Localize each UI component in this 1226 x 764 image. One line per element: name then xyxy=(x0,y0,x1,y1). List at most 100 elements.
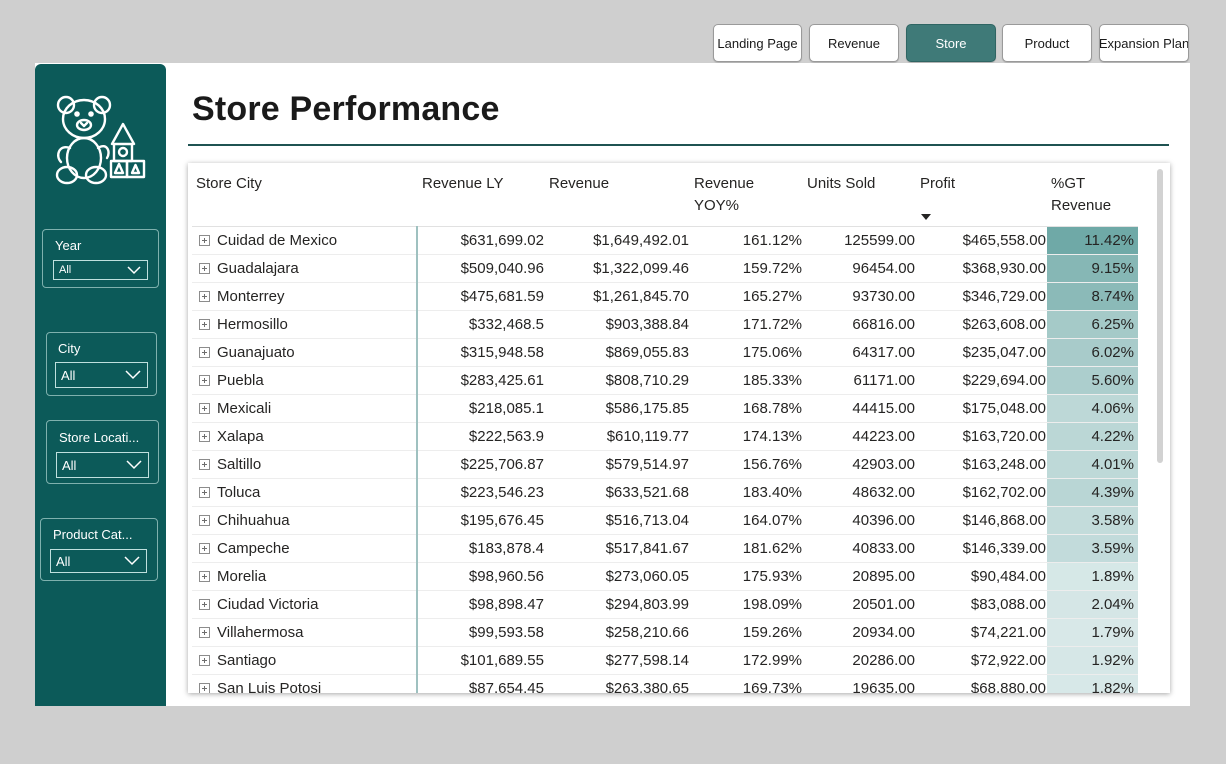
cell-gt: 4.22% xyxy=(1047,423,1138,450)
table-row[interactable]: Mexicali $218,085.1 $586,175.85 168.78% 4441… xyxy=(192,395,1138,423)
product-category-dropdown[interactable]: All xyxy=(50,549,147,573)
table-row[interactable]: Chihuahua $195,676.45 $516,713.04 164.07% 40… xyxy=(192,507,1138,535)
column-header-revenue-ly[interactable]: Revenue LY xyxy=(422,173,503,195)
cell-gt: 6.02% xyxy=(1047,339,1138,366)
expand-plus-icon[interactable] xyxy=(199,375,210,386)
cell-city: Campeche xyxy=(217,535,290,562)
table-row[interactable]: Monterrey $475,681.59 $1,261,845.70 165.27%… xyxy=(192,283,1138,311)
column-header-revenue[interactable]: Revenue xyxy=(549,173,609,195)
year-dropdown[interactable]: All xyxy=(53,260,148,280)
cell-gt: 1.92% xyxy=(1047,647,1138,674)
expand-plus-icon[interactable] xyxy=(199,263,210,274)
cell-revenue: $258,210.66 xyxy=(606,619,689,646)
cell-city: San Luis Potosi xyxy=(217,675,321,693)
cell-revenue-ly: $315,948.58 xyxy=(461,339,544,366)
cell-revenue: $273,060.05 xyxy=(606,563,689,590)
table-row[interactable]: San Luis Potosi $87,654.45 $263,380.65 169.… xyxy=(192,675,1138,693)
cell-gt: 1.79% xyxy=(1047,619,1138,646)
city-slicer-title: City xyxy=(58,341,156,356)
table-row[interactable]: Guanajuato $315,948.58 $869,055.83 175.06% 6… xyxy=(192,339,1138,367)
expand-plus-icon[interactable] xyxy=(199,683,210,693)
table-row[interactable]: Xalapa $222,563.9 $610,119.77 174.13% 44223.… xyxy=(192,423,1138,451)
table-row[interactable]: Saltillo $225,706.87 $579,514.97 156.76% 429… xyxy=(192,451,1138,479)
table-row[interactable]: Guadalajara $509,040.96 $1,322,099.46 159.7… xyxy=(192,255,1138,283)
cell-gt: 4.01% xyxy=(1047,451,1138,478)
product-category-dropdown-value: All xyxy=(56,554,70,569)
cell-city: Santiago xyxy=(217,647,276,674)
expand-plus-icon[interactable] xyxy=(199,235,210,246)
expand-plus-icon[interactable] xyxy=(199,459,210,470)
cell-units: 40833.00 xyxy=(852,535,915,562)
page-title: Store Performance xyxy=(192,90,500,129)
table-row[interactable]: Villahermosa $99,593.58 $258,210.66 159.26%… xyxy=(192,619,1138,647)
expand-plus-icon[interactable] xyxy=(199,515,210,526)
cell-city: Hermosillo xyxy=(217,311,288,338)
column-header-units-sold[interactable]: Units Sold xyxy=(807,173,875,195)
expand-plus-icon[interactable] xyxy=(199,627,210,638)
expand-plus-icon[interactable] xyxy=(199,319,210,330)
cell-gt: 4.06% xyxy=(1047,395,1138,422)
cell-revenue: $263,380.65 xyxy=(606,675,689,693)
chevron-down-icon xyxy=(124,556,140,566)
cell-units: 44415.00 xyxy=(852,395,915,422)
cell-profit: $175,048.00 xyxy=(963,395,1046,422)
table-row[interactable]: Puebla $283,425.61 $808,710.29 185.33% 61171… xyxy=(192,367,1138,395)
city-dropdown[interactable]: All xyxy=(55,362,148,388)
store-location-dropdown[interactable]: All xyxy=(56,452,149,478)
cell-profit: $83,088.00 xyxy=(971,591,1046,618)
cell-units: 20934.00 xyxy=(852,619,915,646)
nav-button-product[interactable]: Product xyxy=(1002,24,1092,62)
expand-plus-icon[interactable] xyxy=(199,543,210,554)
chevron-down-icon xyxy=(127,266,141,275)
column-header-profit[interactable]: Profit xyxy=(920,173,955,195)
cell-revenue: $277,598.14 xyxy=(606,647,689,674)
cell-revenue-ly: $87,654.45 xyxy=(469,675,544,693)
expand-plus-icon[interactable] xyxy=(199,599,210,610)
cell-revenue: $586,175.85 xyxy=(606,395,689,422)
cell-units: 96454.00 xyxy=(852,255,915,282)
table-row[interactable]: Morelia $98,960.56 $273,060.05 175.93% 20895… xyxy=(192,563,1138,591)
cell-gt: 3.59% xyxy=(1047,535,1138,562)
cell-revenue: $633,521.68 xyxy=(606,479,689,506)
cell-revenue-ly: $475,681.59 xyxy=(461,283,544,310)
expand-plus-icon[interactable] xyxy=(199,655,210,666)
expand-plus-icon[interactable] xyxy=(199,403,210,414)
cell-revenue: $294,803.99 xyxy=(606,591,689,618)
nav-button-revenue[interactable]: Revenue xyxy=(809,24,899,62)
cell-profit: $146,868.00 xyxy=(963,507,1046,534)
cell-gt: 4.39% xyxy=(1047,479,1138,506)
cell-gt: 1.89% xyxy=(1047,563,1138,590)
table-row[interactable]: Campeche $183,878.4 $517,841.67 181.62% 4083… xyxy=(192,535,1138,563)
cell-city: Villahermosa xyxy=(217,619,303,646)
cell-revenue-ly: $98,898.47 xyxy=(469,591,544,618)
table-row[interactable]: Cuidad de Mexico $631,699.02 $1,649,492.01… xyxy=(192,227,1138,255)
expand-plus-icon[interactable] xyxy=(199,571,210,582)
sort-descending-icon xyxy=(921,214,931,220)
nav-button-landing-page[interactable]: Landing Page xyxy=(713,24,802,62)
expand-plus-icon[interactable] xyxy=(199,291,210,302)
table-row[interactable]: Ciudad Victoria $98,898.47 $294,803.99 198.… xyxy=(192,591,1138,619)
expand-plus-icon[interactable] xyxy=(199,347,210,358)
table-row[interactable]: Santiago $101,689.55 $277,598.14 172.99% 202… xyxy=(192,647,1138,675)
expand-plus-icon[interactable] xyxy=(199,431,210,442)
table-row[interactable]: Hermosillo $332,468.5 $903,388.84 171.72% 66… xyxy=(192,311,1138,339)
nav-button-store[interactable]: Store xyxy=(906,24,996,62)
chevron-down-icon xyxy=(125,370,141,380)
nav-button-expansion-plan[interactable]: Expansion Plan xyxy=(1099,24,1189,62)
table-row[interactable]: Toluca $223,546.23 $633,521.68 183.40% 48632… xyxy=(192,479,1138,507)
cell-units: 42903.00 xyxy=(852,451,915,478)
cell-yoy: 174.13% xyxy=(743,423,802,450)
column-header-store-city[interactable]: Store City xyxy=(196,173,262,195)
expand-plus-icon[interactable] xyxy=(199,487,210,498)
cell-yoy: 175.06% xyxy=(743,339,802,366)
column-header-gt-revenue[interactable]: %GT Revenue xyxy=(1051,173,1131,217)
cell-revenue-ly: $332,468.5 xyxy=(469,311,544,338)
vertical-scrollbar[interactable] xyxy=(1157,169,1163,463)
cell-gt: 3.58% xyxy=(1047,507,1138,534)
product-category-slicer-title: Product Cat... xyxy=(53,527,151,542)
cell-gt: 2.04% xyxy=(1047,591,1138,618)
cell-units: 40396.00 xyxy=(852,507,915,534)
cell-yoy: 198.09% xyxy=(743,591,802,618)
cell-yoy: 159.72% xyxy=(743,255,802,282)
column-header-revenue-yoy[interactable]: Revenue YOY% xyxy=(694,173,784,217)
